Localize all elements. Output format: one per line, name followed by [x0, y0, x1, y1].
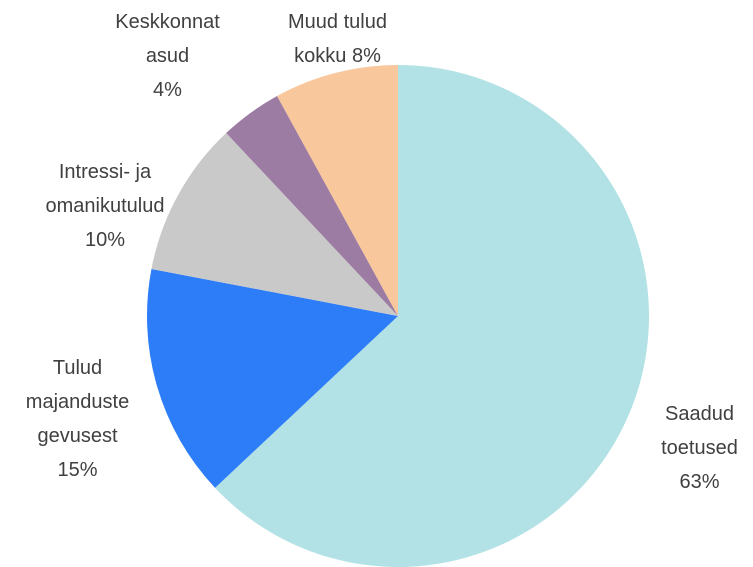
pie-slice	[226, 96, 398, 316]
value-label: 15%	[57, 459, 98, 481]
data-label: Keskkonnat asud 4%	[105, 5, 230, 107]
data-label: Muud tulud kokku 8%	[280, 5, 395, 73]
data-label: Saadud toetused 63%	[652, 397, 747, 499]
pie-slice	[277, 65, 398, 316]
value-label: 63%	[679, 471, 720, 493]
category-label: Saadud toetused	[661, 403, 738, 459]
data-label: Intressi- ja omanikutulud 10%	[30, 155, 180, 257]
category-label: Intressi- ja omanikutulud	[45, 161, 165, 217]
value-label: 8%	[351, 45, 381, 67]
category-label: Keskkonnat asud	[115, 11, 220, 67]
value-label: 4%	[153, 79, 182, 101]
category-label: Tulud majanduste gevusest	[25, 357, 130, 447]
pie-slice	[151, 133, 398, 316]
data-label: Tulud majanduste gevusest 15%	[20, 351, 135, 487]
category-label: Muud tulud kokku	[288, 11, 387, 67]
pie-slice	[147, 268, 398, 488]
pie-slice	[215, 65, 649, 567]
value-label: 10%	[84, 229, 126, 251]
